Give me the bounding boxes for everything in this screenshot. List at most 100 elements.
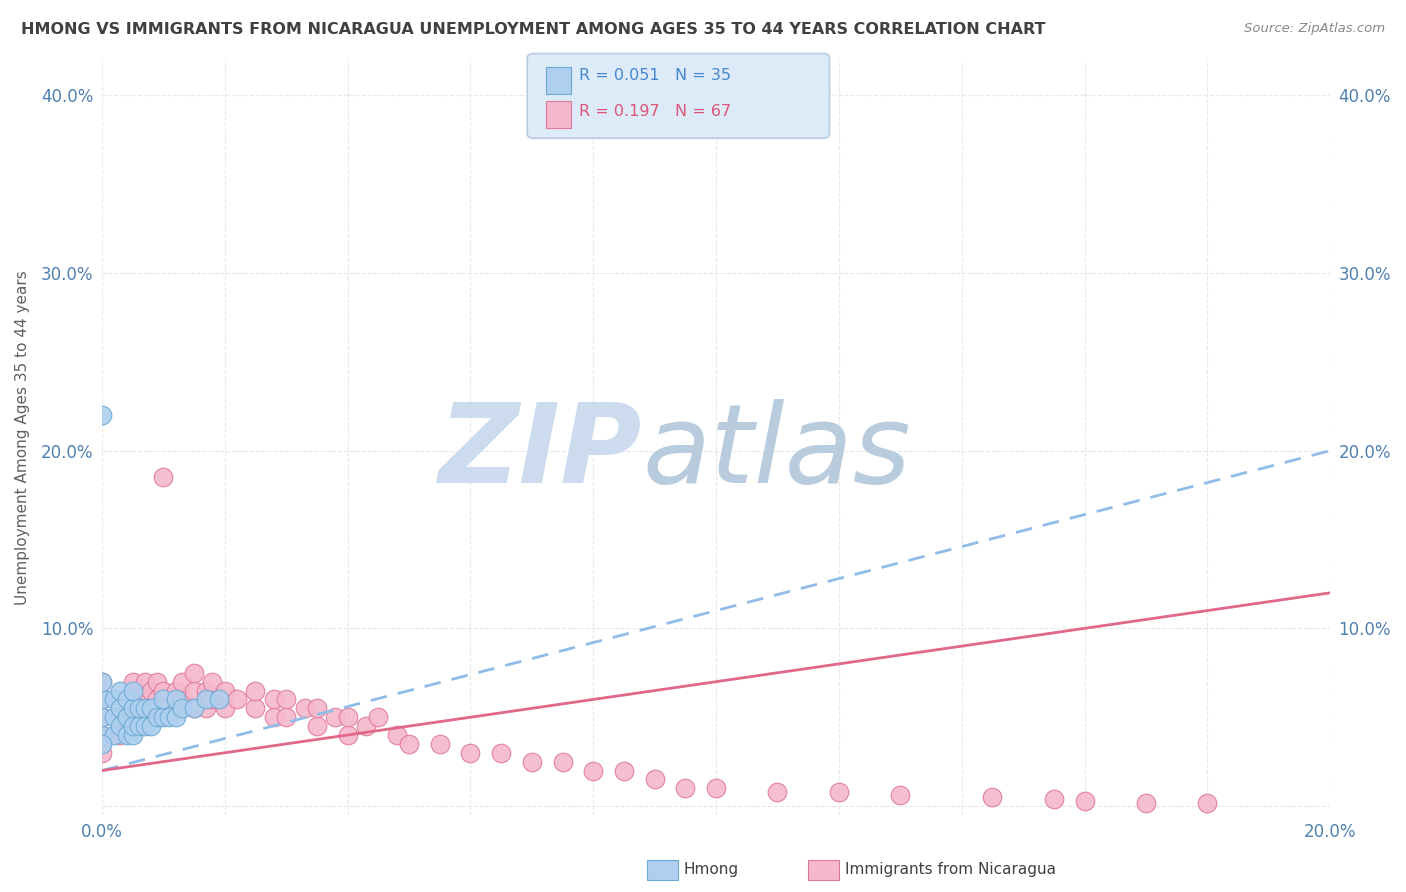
Point	[489, 746, 512, 760]
Point	[152, 683, 174, 698]
Point	[146, 692, 169, 706]
Point	[91, 728, 114, 742]
Text: ZIP: ZIP	[439, 399, 643, 506]
Point	[170, 674, 193, 689]
Point	[103, 728, 125, 742]
Point	[183, 683, 205, 698]
Point	[91, 737, 114, 751]
Point	[673, 781, 696, 796]
Point	[146, 674, 169, 689]
Point	[165, 710, 187, 724]
Point	[91, 692, 114, 706]
Point	[121, 683, 143, 698]
Point	[1043, 792, 1066, 806]
Point	[91, 710, 114, 724]
Point	[644, 772, 666, 787]
Point	[276, 692, 298, 706]
Point	[146, 710, 169, 724]
Point	[115, 710, 138, 724]
Point	[110, 701, 132, 715]
Point	[91, 710, 114, 724]
Point	[195, 692, 218, 706]
Point	[115, 728, 138, 742]
Point	[207, 692, 229, 706]
Point	[1197, 796, 1219, 810]
Point	[128, 701, 150, 715]
Text: Source: ZipAtlas.com: Source: ZipAtlas.com	[1244, 22, 1385, 36]
Point	[245, 683, 267, 698]
Point	[165, 701, 187, 715]
Point	[704, 781, 727, 796]
Point	[121, 701, 143, 715]
Point	[766, 785, 789, 799]
Point	[981, 790, 1004, 805]
Point	[305, 701, 328, 715]
Text: R = 0.197   N = 67: R = 0.197 N = 67	[579, 104, 731, 119]
Point	[91, 728, 114, 742]
Text: atlas: atlas	[643, 399, 911, 506]
Point	[214, 683, 236, 698]
Point	[91, 692, 114, 706]
Text: Hmong: Hmong	[683, 863, 738, 877]
Text: R = 0.051   N = 35: R = 0.051 N = 35	[579, 69, 731, 83]
Point	[1073, 794, 1095, 808]
Point	[828, 785, 851, 799]
Point	[323, 710, 346, 724]
Point	[183, 701, 205, 715]
Point	[139, 683, 162, 698]
Text: Immigrants from Nicaragua: Immigrants from Nicaragua	[845, 863, 1056, 877]
Point	[134, 701, 156, 715]
Point	[110, 710, 132, 724]
Point	[201, 674, 224, 689]
Point	[367, 710, 389, 724]
Point	[170, 692, 193, 706]
Point	[385, 728, 408, 742]
Point	[195, 701, 218, 715]
Point	[551, 755, 574, 769]
Point	[183, 701, 205, 715]
Point	[183, 665, 205, 680]
Point	[582, 764, 605, 778]
Point	[263, 710, 285, 724]
Point	[336, 728, 359, 742]
Point	[121, 719, 143, 733]
Point	[110, 719, 132, 733]
Point	[91, 674, 114, 689]
Point	[110, 683, 132, 698]
Text: HMONG VS IMMIGRANTS FROM NICARAGUA UNEMPLOYMENT AMONG AGES 35 TO 44 YEARS CORREL: HMONG VS IMMIGRANTS FROM NICARAGUA UNEMP…	[21, 22, 1046, 37]
Point	[165, 692, 187, 706]
Point	[889, 789, 911, 803]
Point	[91, 674, 114, 689]
Point	[170, 701, 193, 715]
Point	[91, 746, 114, 760]
Point	[226, 692, 249, 706]
Point	[276, 710, 298, 724]
Point	[613, 764, 636, 778]
Point	[134, 692, 156, 706]
Point	[121, 674, 143, 689]
Point	[121, 710, 143, 724]
Point	[305, 719, 328, 733]
Point	[263, 692, 285, 706]
Point	[165, 683, 187, 698]
Point	[520, 755, 543, 769]
Point	[110, 728, 132, 742]
Point	[201, 692, 224, 706]
Point	[115, 692, 138, 706]
Point	[121, 728, 143, 742]
Point	[152, 701, 174, 715]
Point	[103, 710, 125, 724]
Point	[152, 692, 174, 706]
Point	[245, 701, 267, 715]
Point	[134, 674, 156, 689]
Point	[128, 719, 150, 733]
Point	[139, 701, 162, 715]
Point	[195, 683, 218, 698]
Point	[152, 710, 174, 724]
Point	[460, 746, 482, 760]
Point	[103, 692, 125, 706]
Y-axis label: Unemployment Among Ages 35 to 44 years: Unemployment Among Ages 35 to 44 years	[15, 270, 30, 605]
Point	[354, 719, 377, 733]
Point	[336, 710, 359, 724]
Point	[294, 701, 316, 715]
